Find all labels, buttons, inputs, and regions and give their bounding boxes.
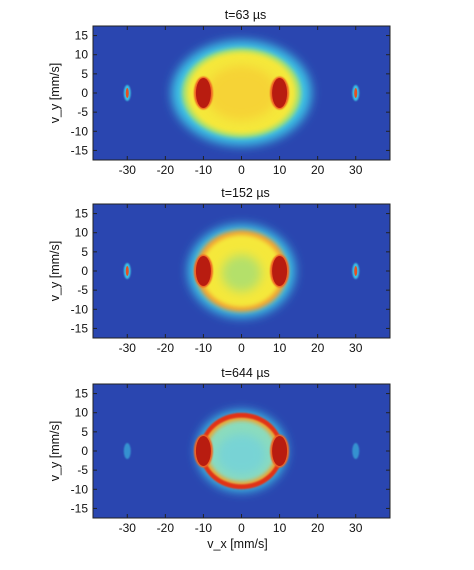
y-tick-label: 15: [75, 29, 89, 43]
heatmap-area: [93, 384, 390, 518]
x-tick-label: 20: [311, 341, 325, 355]
y-tick-label: -10: [71, 482, 89, 496]
side-peak: [272, 78, 288, 108]
cloud-center: [216, 433, 267, 476]
x-tick-label: -10: [195, 341, 213, 355]
side-peak: [272, 256, 288, 286]
y-tick-label: -10: [71, 302, 89, 316]
panel-1: t=63 µs -30 -20 -10 0 10 20 30 15 10 5 0 -5 -10 -15 v_y…: [48, 8, 391, 177]
side-peak: [195, 78, 211, 108]
x-tick-label: 20: [311, 163, 325, 177]
y-tick-label: -10: [71, 124, 89, 138]
y-tick-label: 10: [75, 226, 89, 240]
y-tick-label: -5: [77, 105, 88, 119]
y-tick-label: 0: [81, 86, 88, 100]
y-axis-label: v_y [mm/s]: [48, 421, 62, 481]
outer-peak: [125, 266, 129, 276]
y-tick-label: -5: [77, 283, 88, 297]
outer-peak-halo: [352, 443, 360, 459]
y-axis-label: v_y [mm/s]: [48, 241, 62, 301]
x-tick-label: 20: [311, 521, 325, 535]
x-tick-label: -10: [195, 521, 213, 535]
side-peak: [272, 436, 288, 466]
panel-2: t=152 µs -30 -20 -10 0 10 20 30 15 10 5 0 -5 -10 -15 v_…: [48, 186, 391, 355]
x-tick-label: 0: [238, 163, 245, 177]
x-tick-label: -20: [157, 163, 175, 177]
cloud-center: [205, 65, 278, 121]
side-peak: [195, 256, 211, 286]
x-tick-label: -30: [119, 341, 137, 355]
y-tick-label: 5: [81, 245, 88, 259]
x-tick-label: 0: [238, 341, 245, 355]
y-tick-label: -15: [71, 501, 89, 515]
y-tick-label: 10: [75, 406, 89, 420]
heatmap-area: [93, 204, 390, 338]
y-tick-label: 0: [81, 444, 88, 458]
x-tick-label: -20: [157, 521, 175, 535]
outer-peak-halo: [123, 443, 131, 459]
x-axis-label: v_x [mm/s]: [207, 537, 267, 551]
y-axis-label: v_y [mm/s]: [48, 63, 62, 123]
cloud-center: [221, 254, 262, 292]
outer-peak: [354, 88, 358, 98]
y-tick-label: -5: [77, 463, 88, 477]
panel-title: t=63 µs: [225, 8, 267, 22]
y-tick-label: 5: [81, 67, 88, 81]
y-tick-label: 5: [81, 425, 88, 439]
x-tick-label: -10: [195, 163, 213, 177]
x-tick-label: 10: [273, 521, 287, 535]
x-tick-label: 10: [273, 163, 287, 177]
x-tick-label: 30: [349, 163, 363, 177]
x-tick-label: -30: [119, 521, 137, 535]
x-tick-label: -20: [157, 341, 175, 355]
x-tick-label: -30: [119, 163, 137, 177]
panel-3: t=644 µs -30 -20 -10 0 10 20 30 15 10 5 0 -5 -10 -15 v_…: [48, 366, 391, 551]
y-tick-label: -15: [71, 321, 89, 335]
y-tick-label: -15: [71, 143, 89, 157]
outer-peak: [125, 88, 129, 98]
y-tick-label: 10: [75, 48, 89, 62]
x-tick-label: 0: [238, 521, 245, 535]
side-peak: [195, 436, 211, 466]
x-tick-label: 10: [273, 341, 287, 355]
panel-title: t=152 µs: [221, 186, 270, 200]
y-tick-label: 15: [75, 207, 89, 221]
y-tick-label: 15: [75, 387, 89, 401]
heatmap-area: [93, 26, 390, 160]
y-tick-label: 0: [81, 264, 88, 278]
outer-peak: [354, 266, 358, 276]
x-tick-label: 30: [349, 341, 363, 355]
panel-title: t=644 µs: [221, 366, 270, 380]
x-tick-label: 30: [349, 521, 363, 535]
